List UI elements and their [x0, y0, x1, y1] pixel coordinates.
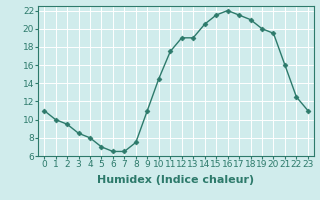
X-axis label: Humidex (Indice chaleur): Humidex (Indice chaleur)	[97, 175, 255, 185]
